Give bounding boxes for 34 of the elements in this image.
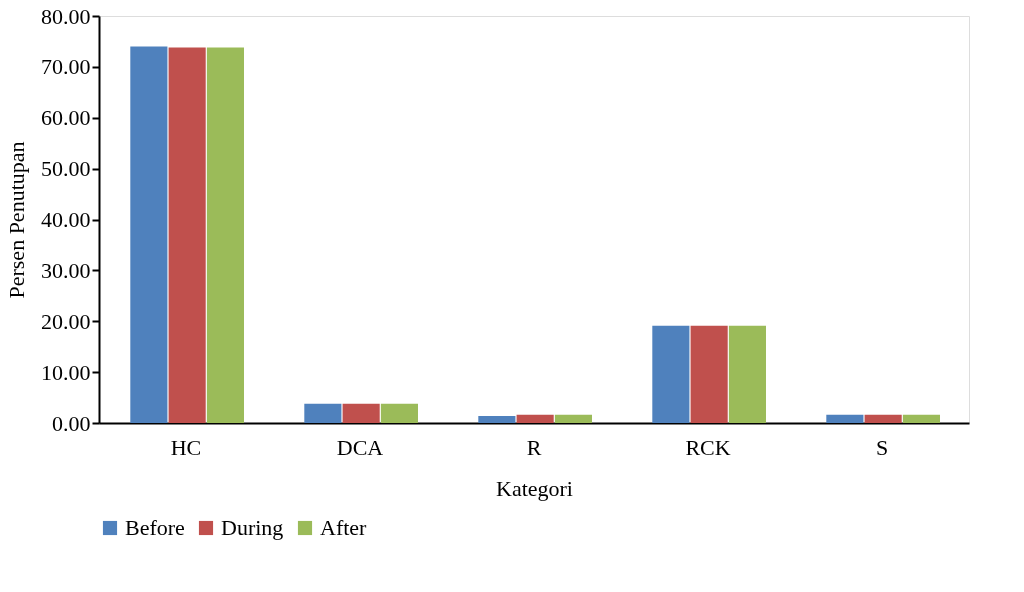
bar [478,415,516,423]
bar [902,414,940,423]
y-tick-label: 20.00 [41,308,91,334]
y-tick-label: 40.00 [41,207,91,232]
bar [304,403,342,423]
bar [864,414,902,423]
bar [206,47,244,423]
y-tick-label: 50.00 [41,156,91,182]
bar [652,325,690,423]
bar [168,47,206,423]
y-tick-label: 70.00 [41,54,91,80]
x-tick-label: R [526,434,542,460]
bar [554,414,592,423]
y-tick-label: 60.00 [41,105,91,131]
bar [130,46,168,423]
bar [380,403,418,423]
x-tick-label: HC [170,434,202,460]
legend-label: After [320,515,368,540]
x-axis-title: Kategori [496,475,573,501]
y-tick-label: 0.00 [52,410,91,436]
y-axis-title: Persen Penutupan [4,141,29,299]
y-tick-label: 30.00 [41,257,91,283]
x-tick-label: RCK [685,434,731,460]
y-tick-label: 10.00 [41,359,91,385]
legend-label: During [221,515,284,540]
bar [342,403,380,423]
bar [516,414,554,423]
y-tick-label: 80.00 [41,3,91,29]
bar [690,325,728,423]
bar [728,325,766,423]
legend-label: Before [125,515,185,540]
x-tick-label: S [875,434,889,460]
x-tick-label: DCA [336,434,384,460]
bar [826,414,864,423]
